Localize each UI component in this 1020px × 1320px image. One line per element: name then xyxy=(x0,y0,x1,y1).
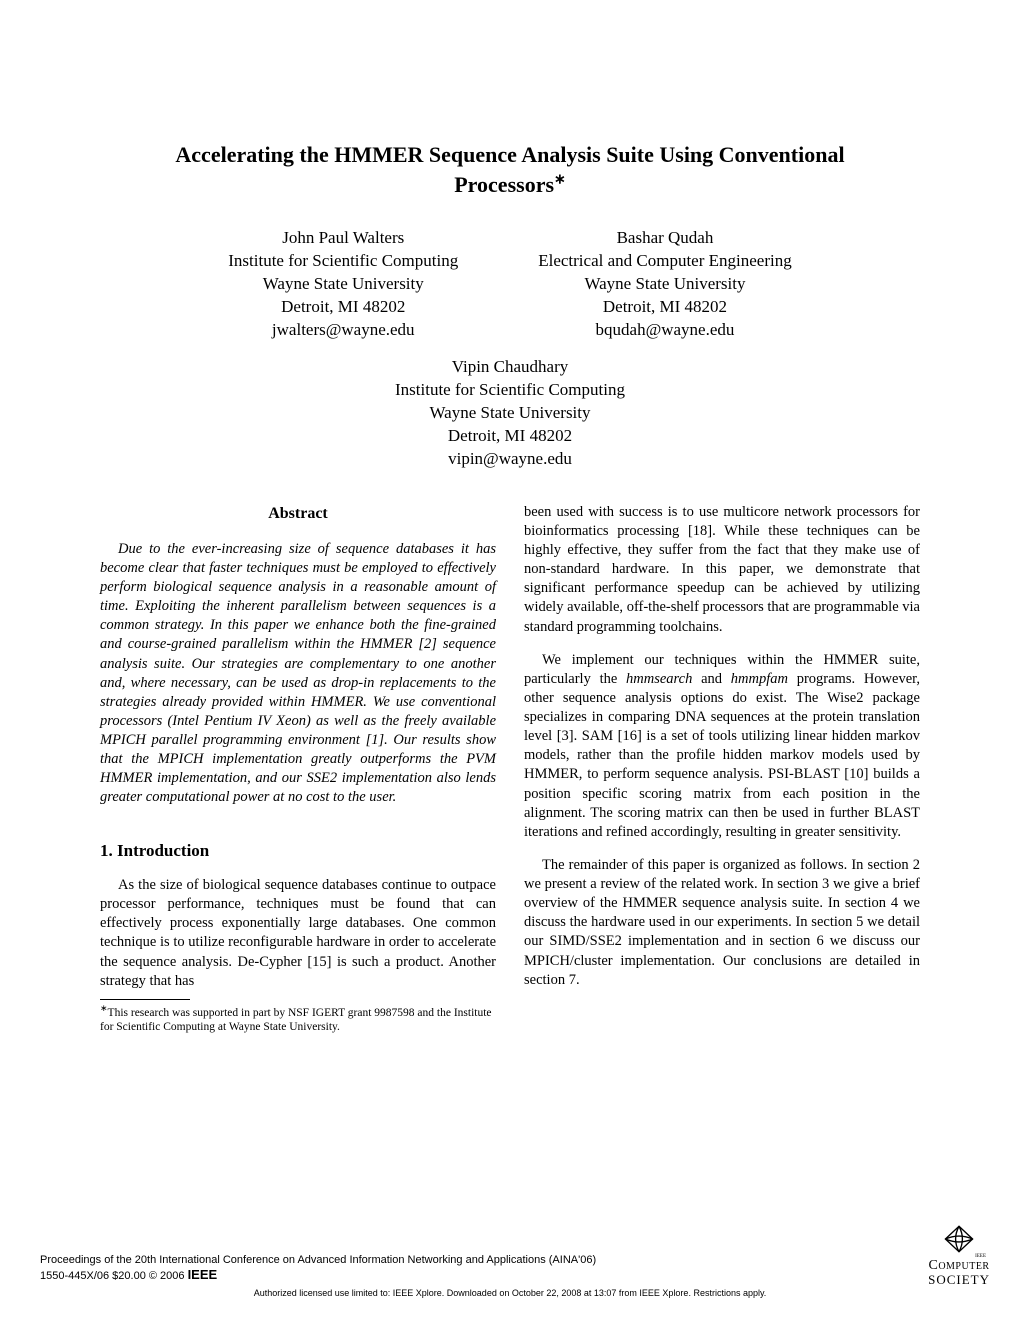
author-email: vipin@wayne.edu xyxy=(100,448,920,471)
author-right: Bashar Qudah Electrical and Computer Eng… xyxy=(538,227,792,342)
authors-row-top: John Paul Walters Institute for Scientif… xyxy=(100,227,920,342)
author-affil: Institute for Scientific Computing xyxy=(228,250,458,273)
title-star: ∗ xyxy=(554,172,566,187)
author-affil: Detroit, MI 48202 xyxy=(228,296,458,319)
section-1-heading: 1. Introduction xyxy=(100,840,496,862)
author-email: jwalters@wayne.edu xyxy=(228,319,458,342)
text: programs. However, other sequence analys… xyxy=(524,671,920,840)
abstract-text: Due to the ever-increasing size of seque… xyxy=(100,540,496,808)
diamond-icon xyxy=(942,1224,976,1254)
right-para-2: We implement our techniques within the H… xyxy=(524,651,920,842)
right-para-1: been used with success is to use multico… xyxy=(524,503,920,637)
author-email: bqudah@wayne.edu xyxy=(538,319,792,342)
author-affil: Detroit, MI 48202 xyxy=(538,296,792,319)
author-name: Vipin Chaudhary xyxy=(100,356,920,379)
abstract-heading: Abstract xyxy=(100,503,496,524)
auth-notice: Authorized licensed use limited to: IEEE… xyxy=(40,1288,980,1298)
author-center: Vipin Chaudhary Institute for Scientific… xyxy=(100,356,920,471)
proc-isbn: 1550-445X/06 $20.00 © 2006 xyxy=(40,1270,188,1282)
footnote-text: This research was supported in part by N… xyxy=(100,1007,492,1033)
footnote: ∗This research was supported in part by … xyxy=(100,1003,496,1035)
author-affil: Wayne State University xyxy=(538,273,792,296)
two-column-body: Abstract Due to the ever-increasing size… xyxy=(100,503,920,1035)
author-affil: Wayne State University xyxy=(228,273,458,296)
title-line2: Processors xyxy=(454,172,554,197)
paper-page: Accelerating the HMMER Sequence Analysis… xyxy=(0,0,1020,1320)
footnote-star: ∗ xyxy=(100,1003,108,1013)
author-affil: Institute for Scientific Computing xyxy=(100,379,920,402)
proceedings-line: Proceedings of the 20th International Co… xyxy=(40,1253,980,1284)
author-affil: Detroit, MI 48202 xyxy=(100,425,920,448)
paper-title: Accelerating the HMMER Sequence Analysis… xyxy=(100,140,920,199)
left-column: Abstract Due to the ever-increasing size… xyxy=(100,503,496,1035)
proc-text: Proceedings of the 20th International Co… xyxy=(40,1254,596,1266)
right-para-3: The remainder of this paper is organized… xyxy=(524,856,920,990)
text: and xyxy=(692,671,730,687)
page-footer: Proceedings of the 20th International Co… xyxy=(40,1253,980,1298)
intro-para-1: As the size of biological sequence datab… xyxy=(100,876,496,991)
author-affil: Wayne State University xyxy=(100,402,920,425)
italic-term: hmmpfam xyxy=(731,671,788,687)
italic-term: hmmsearch xyxy=(626,671,692,687)
abstract-body: Due to the ever-increasing size of seque… xyxy=(100,540,496,808)
author-left: John Paul Walters Institute for Scientif… xyxy=(228,227,458,342)
right-column: been used with success is to use multico… xyxy=(524,503,920,1035)
ieee-bold: IEEE xyxy=(188,1267,218,1282)
footnote-rule xyxy=(100,999,190,1000)
author-name: Bashar Qudah xyxy=(538,227,792,250)
title-line1: Accelerating the HMMER Sequence Analysis… xyxy=(175,142,844,167)
author-affil: Electrical and Computer Engineering xyxy=(538,250,792,273)
author-name: John Paul Walters xyxy=(228,227,458,250)
